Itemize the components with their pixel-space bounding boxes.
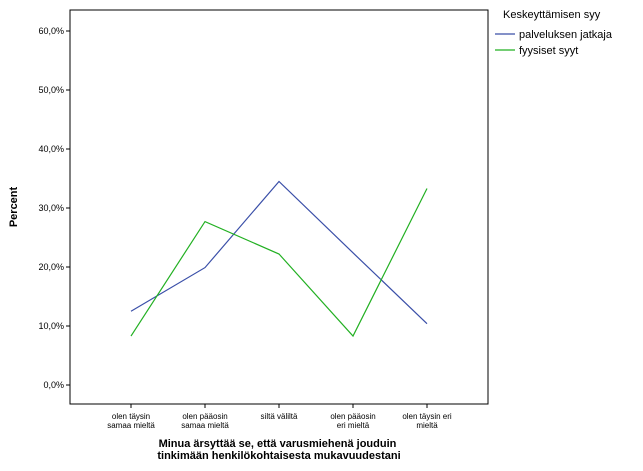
y-tick-label: 20,0% <box>38 262 64 272</box>
y-tick-label: 50,0% <box>38 85 64 95</box>
x-tick-label: olen pääosin samaa mieltä <box>181 412 229 430</box>
series-layer <box>130 180 428 338</box>
x-axis: olen täysin samaa mieltä olen pääosin samaa… <box>107 404 452 430</box>
y-axis: 0,0% 10,0% 20,0% 30,0% 40,0% 50,0% 60,0% <box>38 26 70 390</box>
legend-label: fyysiset syyt <box>519 45 578 57</box>
y-tick-label: 10,0% <box>38 321 64 331</box>
series-line <box>130 188 428 338</box>
series-line <box>130 180 428 325</box>
x-tick-label: olen pääosin eri mieltä <box>330 412 375 430</box>
x-tick-label: siltä väliltä <box>261 412 298 421</box>
y-tick-label: 60,0% <box>38 26 64 36</box>
legend-title: Keskeyttämisen syy <box>503 9 601 21</box>
legend-label: palveluksen jatkaja <box>519 29 613 41</box>
y-tick-label: 40,0% <box>38 144 64 154</box>
plot-area <box>69 9 489 405</box>
x-tick-label: olen täysin samaa mieltä <box>107 412 155 430</box>
y-tick-label: 30,0% <box>38 203 64 213</box>
legend: Keskeyttämisen syy palveluksen jatkaja fy… <box>495 9 613 57</box>
x-tick-label: olen täysin eri mieltä <box>402 412 452 430</box>
y-tick-label: 0,0% <box>43 380 64 390</box>
x-axis-title-line-2: tinkimään henkilökohtaisesta mukavuudest… <box>157 450 400 462</box>
x-axis-title: Minua ärsyttää se, että varusmiehenä jou… <box>157 438 400 462</box>
y-axis-title: Percent <box>8 186 20 227</box>
x-axis-title-line-1: Minua ärsyttää se, että varusmiehenä jou… <box>159 438 397 450</box>
